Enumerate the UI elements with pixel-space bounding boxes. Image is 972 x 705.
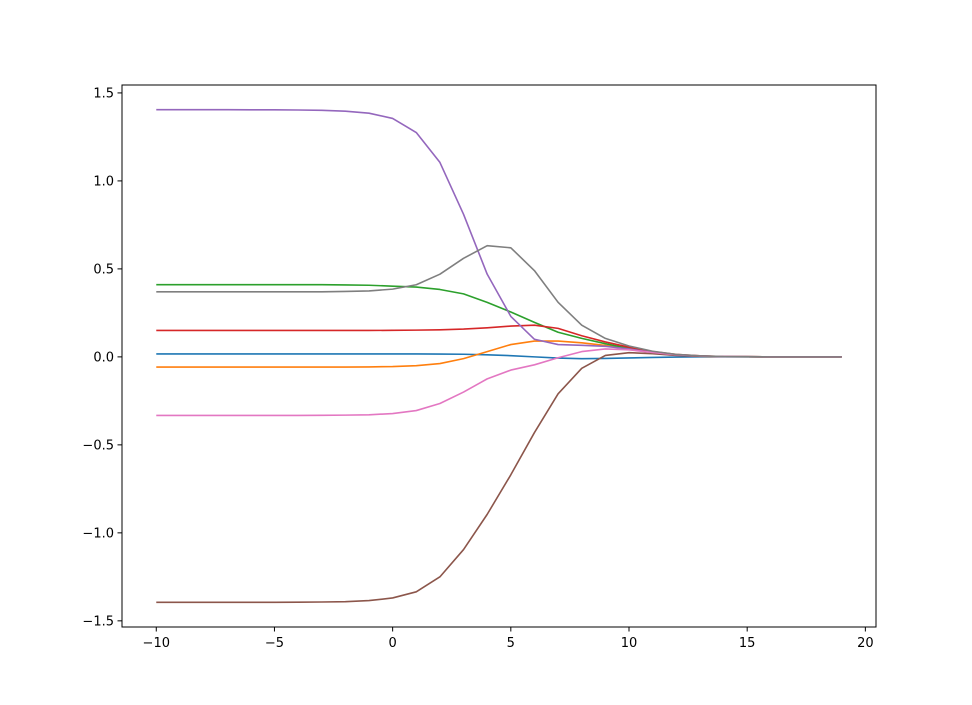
series-line-8 bbox=[156, 244, 842, 358]
y-tick-label: −1.0 bbox=[82, 526, 114, 541]
x-tick-label: −5 bbox=[265, 636, 284, 651]
x-tick-label: −10 bbox=[143, 636, 170, 651]
y-tick-label: 1.0 bbox=[93, 174, 114, 189]
x-tick-label: 10 bbox=[621, 636, 638, 651]
x-tick-label: 15 bbox=[739, 636, 756, 651]
y-tick-label: −0.5 bbox=[82, 438, 114, 453]
x-tick-label: 20 bbox=[857, 636, 874, 651]
y-axis: −1.5 −1.0 −0.5 0.0 0.5 1.0 1.5 bbox=[82, 86, 122, 629]
y-tick-label: −1.5 bbox=[82, 614, 114, 629]
y-tick-label: 1.5 bbox=[93, 86, 114, 101]
x-axis: −10 −5 0 5 10 15 20 bbox=[143, 627, 874, 651]
x-tick-label: 0 bbox=[388, 636, 396, 651]
plot-area bbox=[156, 108, 842, 604]
axes-frame bbox=[121, 84, 877, 628]
y-tick-label: 0.5 bbox=[93, 262, 114, 277]
x-tick-label: 5 bbox=[507, 636, 515, 651]
y-tick-label: 0.0 bbox=[93, 350, 114, 365]
